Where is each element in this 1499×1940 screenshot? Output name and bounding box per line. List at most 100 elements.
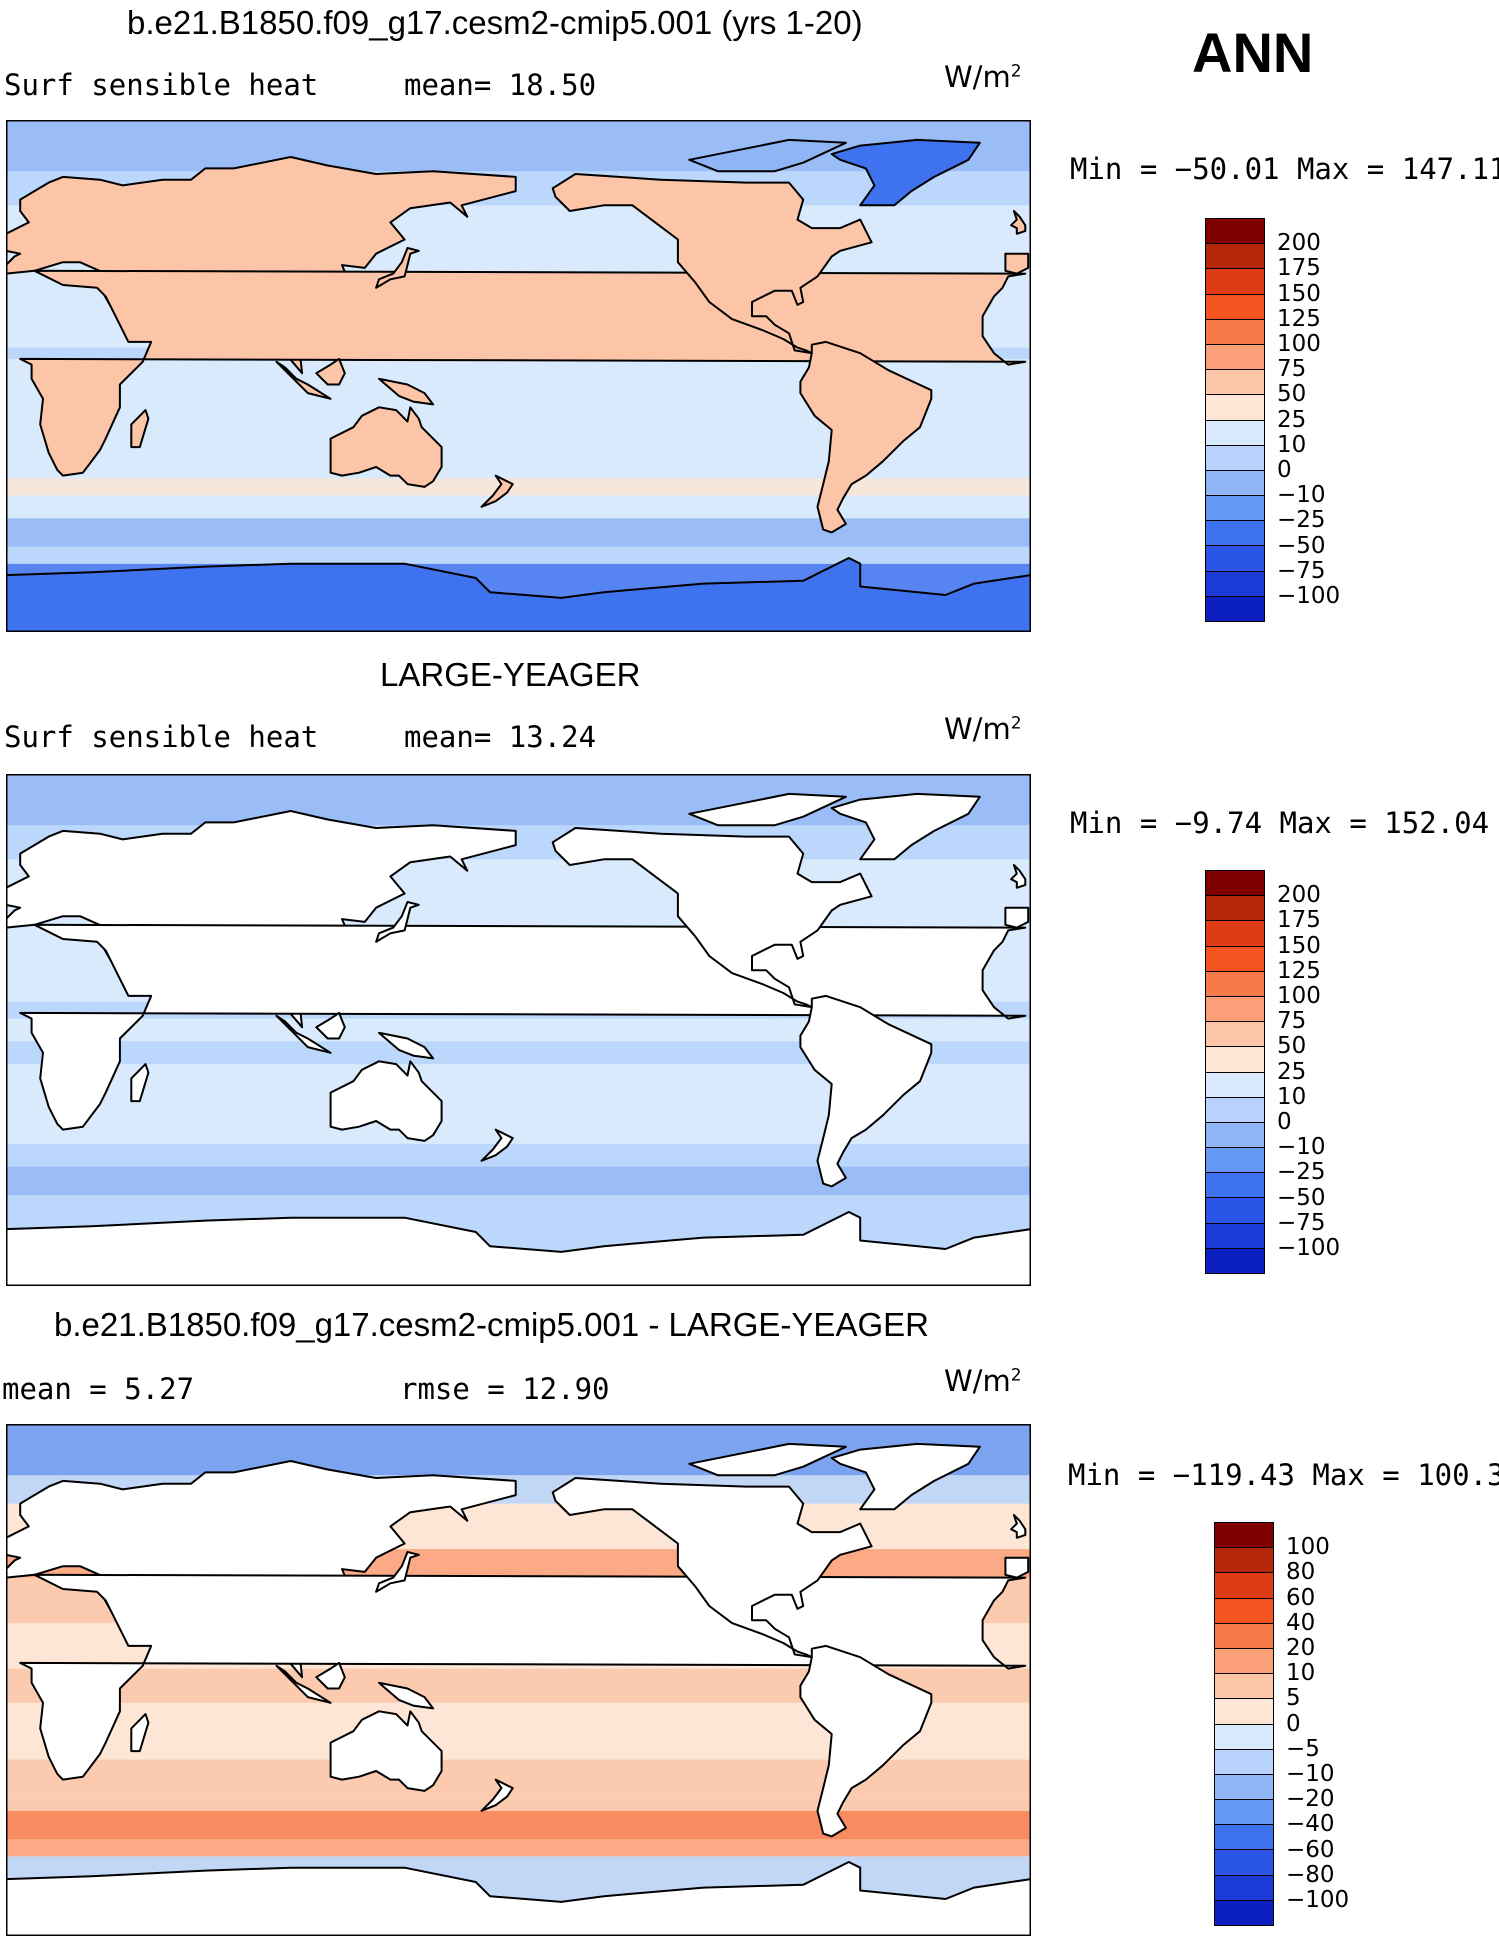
- colorbar-box: [1214, 1647, 1274, 1674]
- colorbar-tick-label: 100: [1286, 1534, 1330, 1561]
- panel-2-mean-label: mean= 13.24: [404, 720, 597, 754]
- landmass-newguinea: [378, 377, 435, 406]
- colorbar-box: [1205, 1222, 1265, 1248]
- panel-2-map: [6, 774, 1031, 1286]
- landmass-antarctica: [6, 557, 1031, 632]
- panel-1-map: [6, 120, 1031, 632]
- landmass-samerica: [799, 994, 933, 1188]
- colorbar-tick-label: 100: [1277, 331, 1321, 357]
- colorbar-tick-label: 175: [1277, 907, 1321, 934]
- panel-2-variable-label: Surf sensible heat: [4, 720, 319, 754]
- landmass-uk: [1010, 210, 1027, 235]
- colorbar-box: [1205, 1096, 1265, 1122]
- colorbar-tick-label: −75: [1277, 1209, 1326, 1236]
- landmass-nz: [480, 1128, 514, 1162]
- colorbar-box: [1205, 970, 1265, 996]
- panel-1-title: b.e21.B1850.f09_g17.cesm2-cmip5.001 (yrs…: [127, 4, 863, 41]
- landmass-madagascar: [130, 409, 150, 449]
- colorbar-box: [1214, 1597, 1274, 1623]
- colorbar-box: [1205, 243, 1265, 269]
- colorbar-tick-label: 40: [1286, 1609, 1316, 1636]
- colorbar-tick-label: 20: [1286, 1635, 1316, 1661]
- colorbar-tick-label: −50: [1277, 1184, 1326, 1211]
- colorbar-tick-label: 50: [1277, 381, 1307, 408]
- colorbar-tick-label: 125: [1277, 305, 1321, 332]
- colorbar-box: [1205, 394, 1265, 420]
- colorbar-box: [1205, 1197, 1265, 1223]
- landmass-australia: [329, 1060, 443, 1142]
- colorbar-tick-label: −100: [1277, 583, 1341, 609]
- landmass-iberia: [1004, 1556, 1030, 1579]
- colorbar-box: [1214, 1899, 1274, 1925]
- colorbar-tick-label: 0: [1277, 1109, 1292, 1135]
- colorbar-tick-label: −25: [1277, 1159, 1326, 1186]
- landmass-uk: [1010, 864, 1027, 889]
- colorbar-tick-label: −80: [1286, 1861, 1335, 1888]
- colorbar-tick-label: −10: [1277, 482, 1326, 509]
- colorbar-box: [1205, 1021, 1265, 1047]
- colorbar-tick-label: 125: [1277, 957, 1321, 984]
- colorbar-tick-label: −100: [1277, 1235, 1341, 1261]
- colorbar-box: [1205, 1172, 1265, 1198]
- landmass-africa: [19, 269, 1027, 477]
- colorbar-tick-label: 10: [1286, 1660, 1316, 1687]
- landmass-greenland: [830, 1442, 981, 1511]
- panel-1-units: W/m2: [944, 60, 1022, 94]
- panel-3-units: W/m2: [944, 1364, 1022, 1398]
- colorbar-tick-label: −10: [1277, 1134, 1326, 1161]
- landmass-japan: [375, 247, 420, 289]
- panel-3-colorbar: 100 80 60 40 20 10 5 0 −5 −10 −20 −40 −60 −80 −100: [1214, 1522, 1349, 1926]
- colorbar-box: [1214, 1572, 1274, 1598]
- colorbar-tick-label: 0: [1286, 1710, 1301, 1737]
- colorbar-tick-label: 10: [1277, 1083, 1307, 1110]
- landmass-borneo: [315, 1011, 346, 1040]
- landmass-japan: [375, 901, 420, 943]
- colorbar-tick-label: 80: [1286, 1559, 1316, 1586]
- colorbar-box: [1214, 1723, 1274, 1749]
- panel-3-mean-label: mean = 5.27: [2, 1372, 195, 1406]
- colorbar-tick-label: 150: [1277, 932, 1321, 959]
- landmass-samerica: [799, 340, 933, 534]
- colorbar-box: [1214, 1522, 1274, 1548]
- colorbar-tick-label: −10: [1286, 1761, 1335, 1787]
- colorbar-tick-label: 25: [1277, 406, 1307, 433]
- panel-2-colorbar: 200 175 150 125 100 75 50 25 10 0 −10 −25 −50 −75 −100: [1205, 870, 1340, 1274]
- colorbar-tick-label: −40: [1286, 1811, 1335, 1838]
- panel-2-minmax: Min = −9.74 Max = 152.04: [1070, 806, 1490, 840]
- colorbar-box: [1205, 920, 1265, 946]
- landmass-indonesia: [275, 1014, 332, 1054]
- landmass-newguinea: [378, 1681, 435, 1710]
- colorbar-tick-label: −60: [1286, 1836, 1335, 1863]
- landmass-arctic_isl: [688, 138, 847, 173]
- colorbar-box: [1205, 444, 1265, 470]
- colorbar-tick-label: 60: [1286, 1584, 1316, 1611]
- colorbar-box: [1205, 343, 1265, 370]
- colorbar-tick-label: 75: [1277, 356, 1307, 383]
- colorbar-tick-label: 200: [1277, 882, 1321, 909]
- landmass-australia: [329, 406, 443, 488]
- colorbar-tick-label: −75: [1277, 557, 1326, 584]
- colorbar-box: [1214, 1547, 1274, 1573]
- season-label: ANN: [1192, 21, 1314, 84]
- landmass-antarctica: [6, 1211, 1031, 1286]
- panel-3-minmax: Min = −119.43 Max = 100.34: [1068, 1458, 1499, 1492]
- landmass-newguinea: [378, 1031, 435, 1060]
- landmass-arctic_isl: [688, 792, 847, 827]
- colorbar-tick-label: 10: [1277, 431, 1307, 458]
- colorbar-box: [1205, 995, 1265, 1022]
- panel-3-title: b.e21.B1850.f09_g17.cesm2-cmip5.001 - LA…: [54, 1306, 929, 1343]
- colorbar-box: [1205, 945, 1265, 971]
- colorbar-box: [1205, 469, 1265, 496]
- map-frame: [6, 1424, 1031, 1936]
- landmass-madagascar: [130, 1713, 150, 1753]
- landmass-greenland: [830, 138, 981, 207]
- landmass-greenland: [830, 792, 981, 861]
- colorbar-tick-label: 25: [1277, 1058, 1307, 1085]
- colorbar-tick-label: 200: [1277, 230, 1321, 257]
- colorbar-box: [1205, 570, 1265, 596]
- landmass-indonesia: [275, 360, 332, 400]
- colorbar-box: [1214, 1824, 1274, 1850]
- landmass-uk: [1010, 1514, 1027, 1539]
- landmass-nz: [480, 474, 514, 508]
- colorbar-box: [1214, 1748, 1274, 1774]
